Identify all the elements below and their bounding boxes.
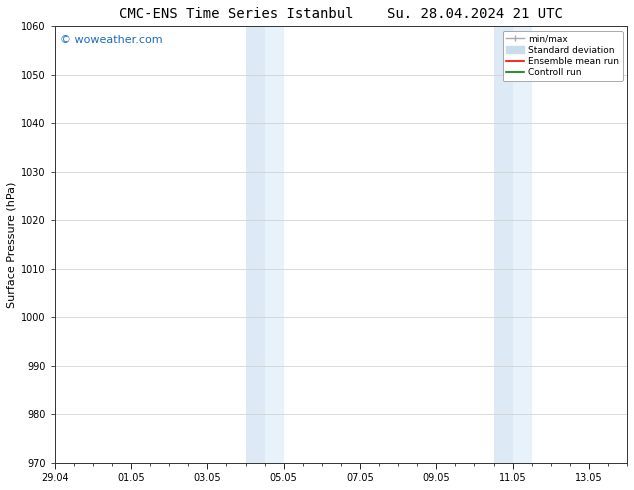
- Bar: [264, 26, 283, 463]
- Legend: min/max, Standard deviation, Ensemble mean run, Controll run: min/max, Standard deviation, Ensemble me…: [503, 31, 623, 81]
- Bar: [513, 26, 532, 463]
- Title: CMC-ENS Time Series Istanbul    Su. 28.04.2024 21 UTC: CMC-ENS Time Series Istanbul Su. 28.04.2…: [119, 7, 563, 21]
- Text: © woweather.com: © woweather.com: [60, 35, 163, 45]
- Y-axis label: Surface Pressure (hPa): Surface Pressure (hPa): [7, 181, 17, 308]
- Bar: [245, 26, 264, 463]
- Bar: [493, 26, 513, 463]
